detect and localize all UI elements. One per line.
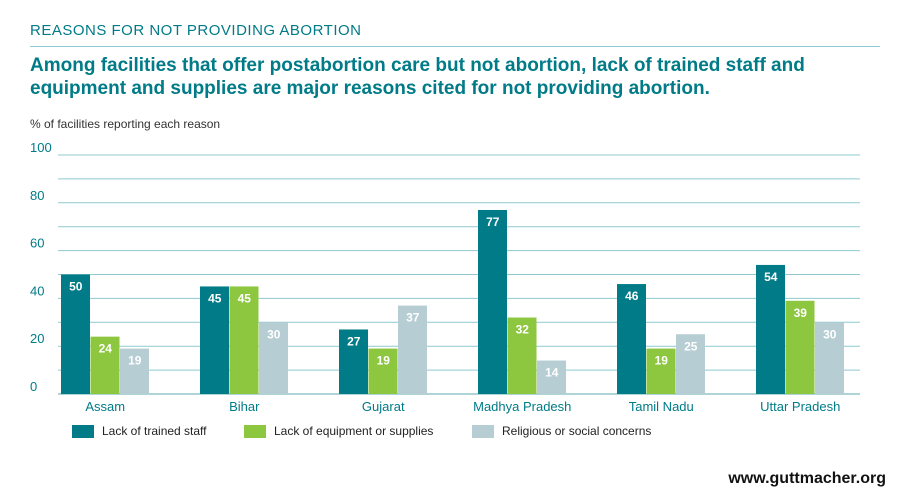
bar-value-label: 54 — [764, 270, 778, 284]
bar — [200, 286, 229, 394]
bar-value-label: 37 — [406, 311, 420, 325]
bar — [676, 334, 705, 394]
bar — [368, 348, 398, 394]
bar-value-label: 19 — [655, 354, 669, 368]
bar-value-label: 30 — [267, 327, 281, 341]
bar-value-label: 19 — [128, 354, 142, 368]
bar-value-label: 39 — [794, 306, 808, 320]
x-tick-label: Madhya Pradesh — [473, 399, 571, 414]
bar — [537, 360, 566, 394]
legend-label: Lack of equipment or supplies — [274, 424, 434, 438]
bar — [507, 317, 537, 394]
bar-value-label: 19 — [377, 354, 391, 368]
x-tick-label: Bihar — [229, 399, 260, 414]
y-tick-label: 0 — [30, 379, 37, 394]
bar — [617, 284, 646, 394]
bar-value-label: 46 — [625, 289, 639, 303]
bar-value-label: 25 — [684, 339, 698, 353]
chart-kicker: REASONS FOR NOT PROVIDING ABORTION — [30, 22, 362, 39]
bar — [339, 329, 368, 394]
x-tick-label: Uttar Pradesh — [760, 399, 840, 414]
bar — [120, 348, 149, 394]
bar-value-label: 45 — [208, 291, 222, 305]
bar-value-label: 24 — [99, 342, 113, 356]
legend-swatch-teal — [72, 424, 94, 438]
bar — [756, 264, 785, 394]
bar-value-label: 14 — [545, 366, 559, 380]
y-tick-label: 40 — [30, 283, 44, 298]
bar-value-label: 77 — [486, 215, 500, 229]
bar-value-label: 32 — [516, 323, 530, 337]
x-tick-label: Assam — [85, 399, 125, 414]
legend-item-equipment: Lack of equipment or supplies — [244, 424, 433, 438]
bar — [398, 305, 427, 394]
legend-item-religious: Religious or social concerns — [472, 424, 651, 438]
x-tick-label: Tamil Nadu — [629, 399, 694, 414]
y-tick-label: 20 — [30, 331, 44, 346]
legend-item-trained-staff: Lack of trained staff — [72, 424, 207, 438]
y-tick-label: 80 — [30, 188, 44, 203]
bar — [478, 209, 507, 394]
y-tick-label: 60 — [30, 236, 44, 251]
source-url[interactable]: www.guttmacher.org — [728, 470, 886, 487]
bar — [815, 322, 844, 394]
x-tick-label: Gujarat — [362, 399, 405, 414]
legend-label: Religious or social concerns — [502, 424, 652, 438]
legend-label: Lack of trained staff — [102, 424, 207, 438]
bar-value-label: 27 — [347, 334, 361, 348]
bar — [259, 322, 288, 394]
chart-headline: Among facilities that offer postabortion… — [30, 55, 805, 99]
bar-value-label: 45 — [238, 291, 252, 305]
bar — [90, 336, 120, 394]
legend-swatch-green — [244, 424, 266, 438]
bar-value-label: 30 — [823, 327, 837, 341]
bar — [785, 300, 815, 394]
bar — [61, 274, 90, 394]
y-axis-label: % of facilities reporting each reason — [30, 117, 221, 131]
bar — [646, 348, 676, 394]
y-tick-label: 100 — [30, 140, 52, 155]
header-divider — [30, 46, 880, 47]
bar — [229, 286, 259, 394]
bar-value-label: 50 — [69, 280, 83, 294]
legend-swatch-gray — [472, 424, 494, 438]
